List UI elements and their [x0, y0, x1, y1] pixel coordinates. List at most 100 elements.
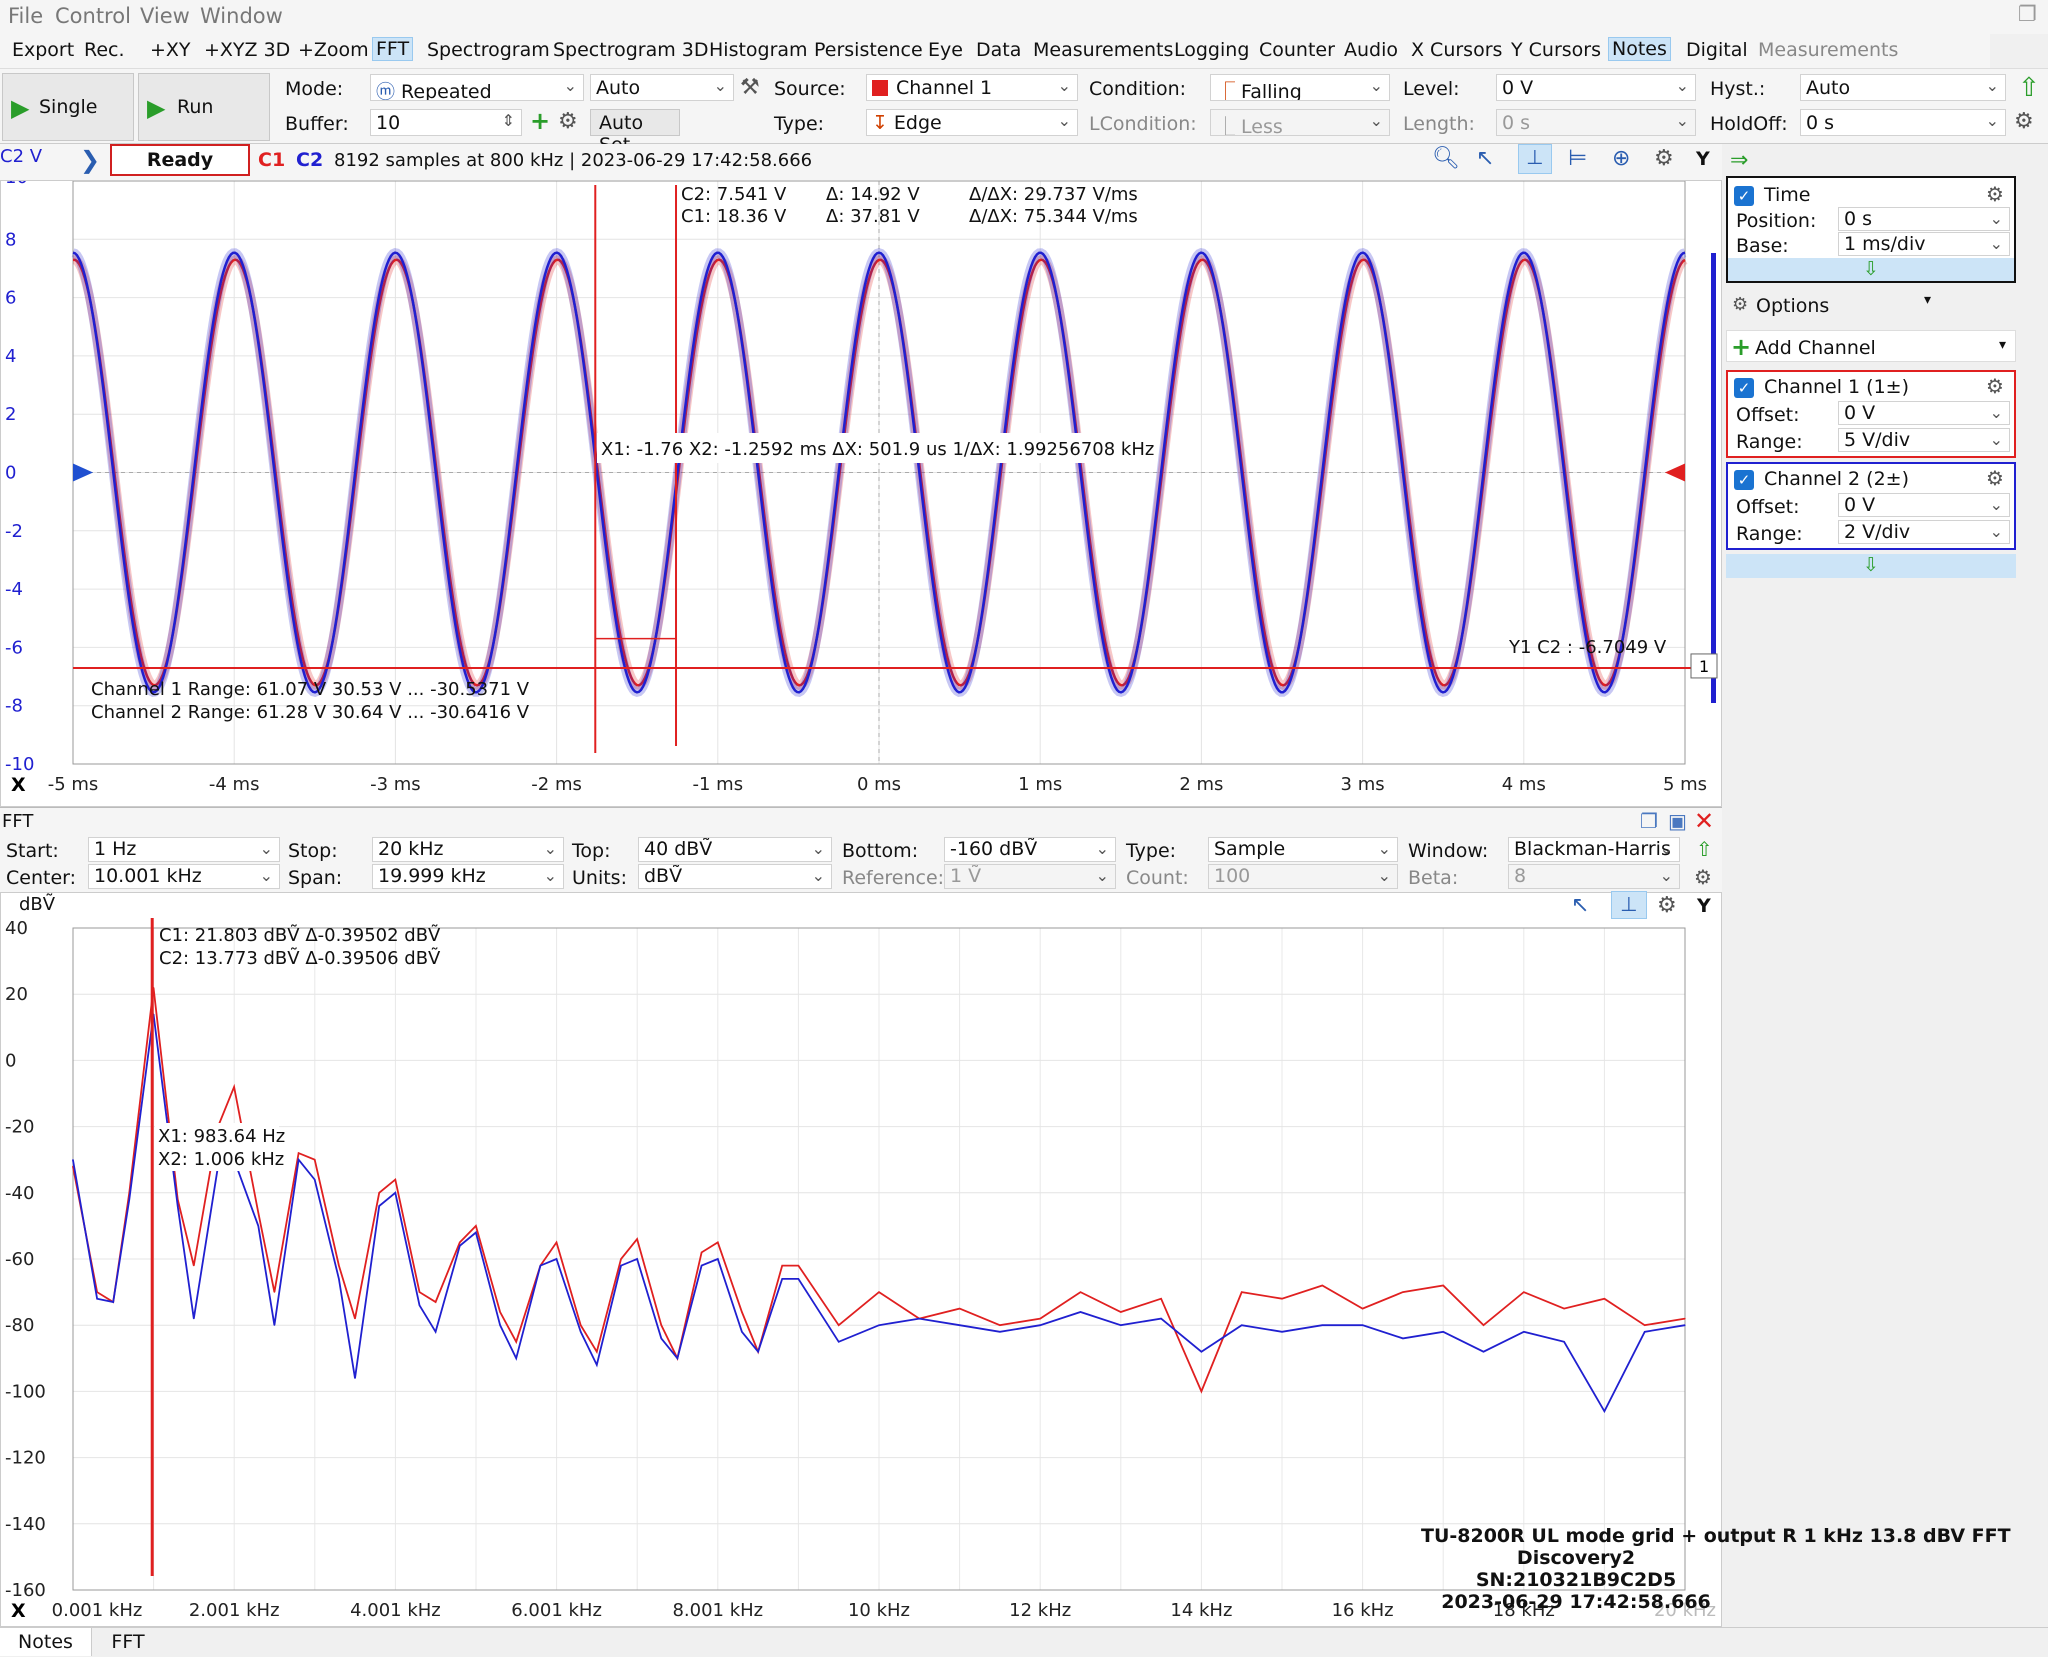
gear-icon[interactable]: ⚙	[558, 109, 578, 134]
time-collapse-arrow-icon[interactable]: ⇩	[1728, 258, 2014, 281]
digital-button[interactable]: Digital	[1686, 39, 1748, 61]
c2-toggle[interactable]: C2	[296, 149, 324, 171]
fft-horizontal-cursor-icon[interactable]: ⊥	[1611, 891, 1647, 919]
fft-settings-gear-icon[interactable]: ⚙	[1694, 865, 1712, 889]
menu-view[interactable]: View	[140, 4, 190, 28]
y-cursors-button[interactable]: Y Cursors	[1511, 39, 1601, 61]
hyst-select[interactable]: Auto ⌄	[1800, 74, 2006, 101]
arrow-right-icon[interactable]: ⇒	[1730, 148, 1749, 173]
x-cursors-button[interactable]: X Cursors	[1411, 39, 1503, 61]
measurements-button[interactable]: Measurements	[1033, 39, 1174, 61]
horizontal-cursor-icon[interactable]: ⊥	[1518, 144, 1552, 174]
level-input[interactable]: 0 V ⌄	[1496, 74, 1696, 101]
bottom-input[interactable]: -160 dBṼ ⌄	[944, 837, 1116, 862]
beta-input[interactable]: 8 ⌄	[1508, 864, 1680, 889]
time-gear-icon[interactable]: ⚙	[1986, 182, 2004, 206]
menu-window[interactable]: Window	[200, 4, 283, 28]
auto-select[interactable]: Auto ⌄	[590, 74, 734, 101]
count-input[interactable]: 100 ⌄	[1208, 864, 1398, 889]
holdoff-input[interactable]: 0 s ⌄	[1800, 109, 2006, 136]
trigger-settings-gear-icon[interactable]: ⚙	[2014, 109, 2034, 134]
lcondition-select[interactable]: ⎿ Less ⌄	[1210, 109, 1390, 136]
eye-button[interactable]: Eye	[928, 39, 963, 61]
maximize-icon[interactable]: ▣	[1668, 809, 1687, 833]
spectrogram-button[interactable]: Spectrogram	[427, 39, 550, 61]
buffer-input[interactable]: 10 ⇕	[370, 109, 522, 136]
options-caret-icon[interactable]: ▾	[1924, 292, 1932, 308]
histogram-button[interactable]: Histogram	[709, 39, 808, 61]
menu-file[interactable]: File	[8, 4, 44, 28]
logging-button[interactable]: Logging	[1174, 39, 1250, 61]
autoset-button[interactable]: Auto Set	[590, 109, 680, 156]
measurements-secondary-button[interactable]: Measurements	[1758, 39, 1899, 61]
center-input[interactable]: 10.001 kHz ⌄	[88, 864, 280, 889]
single-button[interactable]: ▶ Single	[2, 73, 134, 141]
export-button[interactable]: Export	[12, 39, 75, 61]
add-icon[interactable]: +	[530, 107, 551, 135]
restore-icon[interactable]: ❐	[1640, 809, 1658, 833]
tab-notes[interactable]: Notes	[0, 1628, 92, 1656]
reference-input[interactable]: 1 Ṽ ⌄	[944, 864, 1116, 889]
ch1-offset-input[interactable]: 0 V ⌄	[1838, 401, 2010, 425]
magnify-icon[interactable]: ⊕	[1612, 146, 1631, 171]
audio-button[interactable]: Audio	[1344, 39, 1399, 61]
zoom-icon[interactable]: 🔍︎	[1432, 146, 1460, 171]
options-gear-icon[interactable]: ⚙	[1732, 294, 1749, 315]
source-select[interactable]: Channel 1 ⌄	[866, 74, 1078, 101]
fft-plot-gear-icon[interactable]: ⚙	[1657, 893, 1677, 918]
start-input[interactable]: 1 Hz ⌄	[88, 837, 280, 862]
run-button[interactable]: ▶ Run	[138, 73, 270, 141]
span-input[interactable]: 19.999 kHz ⌄	[372, 864, 564, 889]
fft-y-axis-button[interactable]: Y	[1697, 895, 1711, 917]
mode-select[interactable]: ⓜ Repeated ⌄	[370, 74, 584, 101]
hammer-icon[interactable]: ⚒	[740, 75, 760, 100]
time-position-input[interactable]: 0 s ⌄	[1838, 207, 2010, 231]
add-channel-button[interactable]: + Add Channel ▾	[1726, 330, 2016, 362]
channel1-checkbox-icon[interactable]: ✓	[1734, 377, 1754, 398]
condition-select[interactable]: ⎾ Falling ⌄	[1210, 74, 1390, 101]
scope-chart[interactable]: 10 8 6 4 2 0 -2 -4 -6 -8 -10 -5 ms -4 ms -3 ms -2 ms -1…	[1, 181, 1723, 808]
notes-button[interactable]: Notes	[1608, 37, 1671, 61]
c1-toggle[interactable]: C1	[258, 149, 286, 171]
fft-arrow-up-icon[interactable]: ⇧	[1696, 837, 1713, 861]
arrow-up-icon[interactable]: ⇧	[2018, 73, 2040, 103]
ch2-range-select[interactable]: 2 V/div ⌄	[1838, 520, 2010, 544]
fft-cursor-pointer-icon[interactable]: ↖	[1571, 893, 1590, 918]
close-icon[interactable]: ✕	[1694, 807, 1715, 835]
ch2-offset-input[interactable]: 0 V ⌄	[1838, 493, 2010, 517]
grid-cursor-icon[interactable]: ⊨	[1568, 146, 1588, 171]
xyz3d-button[interactable]: +XYZ 3D	[204, 39, 291, 61]
chevron-right-icon[interactable]: ❯	[80, 146, 101, 174]
y-axis-button[interactable]: Y	[1696, 148, 1710, 170]
zoom-button[interactable]: +Zoom	[298, 39, 369, 61]
fft-tab-button[interactable]: FFT	[372, 37, 414, 61]
trigger-type-select[interactable]: ↧ Edge ⌄	[866, 109, 1078, 136]
stop-input[interactable]: 20 kHz ⌄	[372, 837, 564, 862]
fft-type-select[interactable]: Sample ⌄	[1208, 837, 1398, 862]
counter-button[interactable]: Counter	[1259, 39, 1335, 61]
length-input[interactable]: 0 s ⌄	[1496, 109, 1696, 136]
tab-fft[interactable]: FFT	[111, 1631, 145, 1653]
channel2-checkbox-icon[interactable]: ✓	[1734, 469, 1754, 490]
window-select[interactable]: Blackman-Harris ⌄	[1508, 837, 1680, 862]
window-restore-icon[interactable]: ❐	[2018, 2, 2037, 26]
options-dropdown[interactable]: Options	[1756, 295, 1830, 317]
units-select[interactable]: dBṼ ⌄	[638, 864, 832, 889]
x-tick-label: 20 kHz	[1654, 1600, 1716, 1621]
channel1-gear-icon[interactable]: ⚙	[1986, 374, 2004, 398]
fft-chart[interactable]: 40 20 0 -20 -40 -60 -80 -100 -120 -140 -160 0.001 k…	[1, 893, 1723, 1628]
xy-button[interactable]: +XY	[150, 39, 191, 61]
spectrogram3d-button[interactable]: Spectrogram 3D	[553, 39, 709, 61]
top-input[interactable]: 40 dBṼ ⌄	[638, 837, 832, 862]
persistence-button[interactable]: Persistence	[814, 39, 923, 61]
channel2-gear-icon[interactable]: ⚙	[1986, 466, 2004, 490]
time-checkbox-icon[interactable]: ✓	[1734, 185, 1754, 206]
plot-settings-gear-icon[interactable]: ⚙	[1654, 146, 1674, 171]
rec-button[interactable]: Rec.	[84, 39, 125, 61]
ch1-range-select[interactable]: 5 V/div ⌄	[1838, 428, 2010, 452]
channels-expand-arrow-icon[interactable]: ⇩	[1726, 554, 2016, 578]
menu-control[interactable]: Control	[55, 4, 131, 28]
data-button[interactable]: Data	[976, 39, 1022, 61]
time-base-select[interactable]: 1 ms/div ⌄	[1838, 232, 2010, 256]
cursor-pointer-icon[interactable]: ↖	[1476, 146, 1495, 171]
